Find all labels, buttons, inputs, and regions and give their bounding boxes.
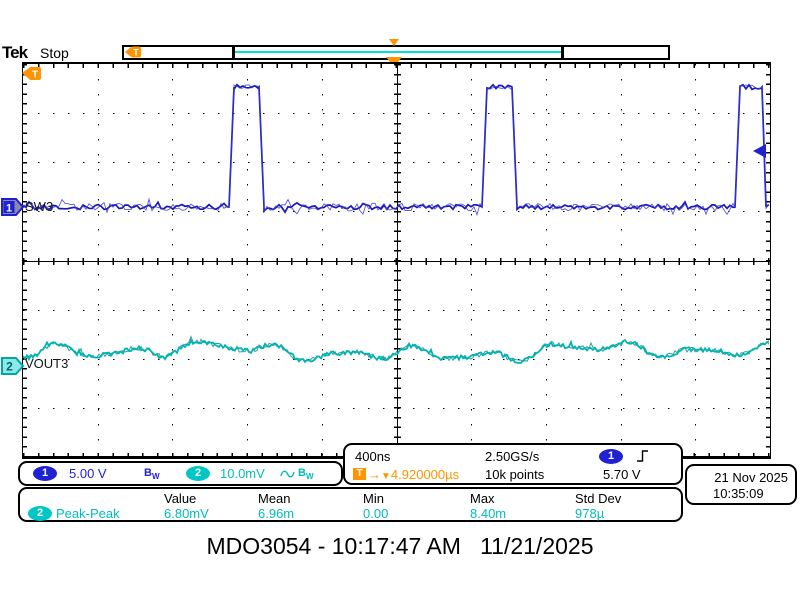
- trigger-level-arrow-icon: [753, 144, 766, 158]
- window-bracket-left-divider: [232, 47, 235, 58]
- marker-down-icon: ▼: [381, 471, 391, 482]
- ch2-ac-coupling-icon: [280, 470, 295, 478]
- trigger-source-badge: 1: [599, 449, 623, 464]
- meas-channel-badge: 2: [28, 506, 52, 521]
- channel-readout-box: 1 5.00 V BW 2 10.0mV BW: [18, 461, 343, 486]
- svg-text:1: 1: [6, 203, 12, 215]
- meas-header-value: Value: [164, 491, 197, 506]
- waveform-canvas: [23, 83, 770, 365]
- date-readout: 21 Nov 2025: [714, 470, 788, 485]
- sample-rate-readout: 2.50GS/s: [485, 449, 540, 464]
- trigger-delay-flag-icon: T: [353, 468, 366, 480]
- timebase-readout: 400ns: [355, 449, 391, 464]
- datetime-box: 21 Nov 2025 10:35:09: [685, 464, 797, 505]
- svg-text:T: T: [32, 70, 38, 81]
- ch2-badge: 2: [186, 466, 210, 481]
- ch1-trace-label: SW3: [25, 199, 54, 214]
- meas-header-stddev: Std Dev: [575, 491, 622, 506]
- meas-header-max: Max: [470, 491, 495, 506]
- ch1-badge: 1: [33, 466, 57, 481]
- trigger-delay-readout: →▼4.920000µs: [368, 467, 460, 483]
- record-trigger-flag-icon: T: [125, 46, 141, 58]
- tek-logo: Tek: [2, 43, 28, 62]
- graticule: [22, 62, 771, 459]
- trigger-slope-rising-icon: [637, 450, 648, 462]
- time-readout: 10:35:09: [713, 486, 764, 501]
- meas-value: 6.80mV: [164, 506, 209, 521]
- hardcopy-caption: MDO3054 - 10:17:47 AM 11/21/2025: [206, 533, 594, 559]
- meas-min: 0.00: [363, 506, 389, 521]
- svg-text:T: T: [133, 48, 139, 58]
- grid-line: [393, 64, 401, 457]
- horizontal-trigger-readout-box: 400ns 2.50GS/s 1 T →▼4.920000µs 10k poin…: [343, 443, 683, 485]
- meas-name: Peak-Peak: [56, 506, 120, 521]
- arrow-right-icon: →: [368, 467, 381, 482]
- svg-text:2: 2: [6, 360, 13, 374]
- meas-mean: 6.96m: [258, 506, 295, 521]
- ch2-scale-readout: 10.0mV: [220, 466, 265, 481]
- grid-line: [23, 64, 770, 68]
- measurement-table: Value Mean Min Max Std Dev 2 Peak-Peak 6…: [18, 487, 683, 522]
- trigger-position-flag-icon: T: [22, 67, 41, 81]
- acquisition-status: Stop: [40, 45, 69, 61]
- record-length-readout: 10k points: [485, 467, 545, 482]
- trigger-level-readout: 5.70 V: [603, 467, 641, 482]
- ch2-trace-label: VOUT3: [25, 356, 69, 371]
- grid-line: [766, 64, 770, 457]
- meas-header-min: Min: [363, 491, 384, 506]
- ch2-reference-marker-icon: 2: [1, 357, 24, 375]
- window-bracket-right-divider: [561, 47, 564, 58]
- ch1-bandwidth-icon: BW: [144, 467, 160, 482]
- meas-stddev: 978µ: [575, 506, 605, 521]
- record-window-line: [235, 51, 561, 53]
- meas-max: 8.40m: [470, 506, 507, 521]
- ch1-reference-marker-icon: 1: [1, 198, 24, 216]
- grid-line: [23, 64, 27, 457]
- ch1-scale-readout: 5.00 V: [69, 466, 107, 481]
- ch2-bandwidth-icon: BW: [298, 467, 314, 482]
- meas-header-mean: Mean: [258, 491, 291, 506]
- expansion-point-marker-small: [389, 39, 399, 46]
